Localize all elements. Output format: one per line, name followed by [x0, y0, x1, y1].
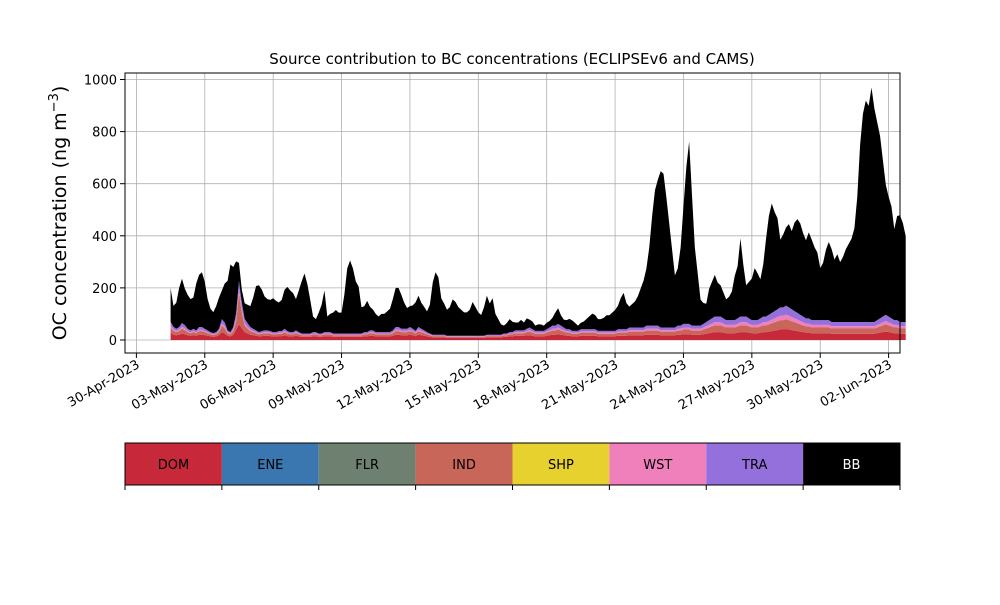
legend-swatch-ene: [221, 443, 319, 485]
legend-label-flr: FLR: [355, 458, 379, 473]
y-tick-label: 0: [109, 334, 117, 349]
x-tick-label: 09-May-2023: [266, 357, 348, 413]
legend-label-dom: DOM: [158, 458, 189, 473]
y-tick-label: 1000: [84, 74, 117, 89]
y-axis-label-main: OC concentration (ng m: [49, 112, 71, 340]
chart-title: Source contribution to BC concentrations…: [269, 50, 754, 68]
area-series-wst: [170, 288, 906, 337]
area-series-bb: [170, 87, 906, 336]
y-axis-label-superscript: −3: [47, 93, 62, 112]
legend-swatch-wst: [609, 443, 707, 485]
legend-swatch-flr: [318, 443, 416, 485]
legend-swatch-shp: [512, 443, 610, 485]
y-axis: 0 200 400 600 800 1000: [84, 74, 125, 349]
x-tick-label: 03-May-2023: [129, 357, 211, 413]
y-axis-label: OC concentration (ng m−3): [47, 86, 71, 341]
x-tick-label: 06-May-2023: [197, 357, 279, 413]
y-tick-label: 600: [92, 178, 117, 193]
x-tick-label: 15-May-2023: [403, 357, 485, 413]
y-axis-label-close: ): [49, 86, 71, 93]
x-tick-label: 12-May-2023: [334, 357, 416, 413]
stacked-areas: [170, 87, 906, 340]
legend-swatch-ind: [415, 443, 513, 485]
x-tick-label: 24-May-2023: [608, 357, 690, 413]
area-series-dom: [170, 324, 906, 340]
legend-label-tra: TRA: [741, 458, 767, 473]
area-series-tra: [170, 281, 906, 337]
plot-frame: [124, 72, 901, 354]
legend-label-ind: IND: [452, 458, 476, 473]
legend-label-wst: WST: [643, 458, 672, 473]
x-tick-label: 27-May-2023: [676, 357, 758, 413]
x-tick-label: 21-May-2023: [539, 357, 621, 413]
legend-colorbar: DOM ENE FLR IND SHP WST TRA BB: [124, 442, 901, 490]
x-tick-label: 18-May-2023: [471, 357, 553, 413]
y-tick-label: 400: [92, 230, 117, 245]
legend-swatch-bb: [803, 443, 900, 485]
y-tick-label: 200: [92, 282, 117, 297]
y-tick-label: 800: [92, 126, 117, 141]
legend-swatch-tra: [706, 443, 804, 485]
x-tick-label: 02-Jun-2023: [818, 357, 895, 410]
area-series-ind: [170, 293, 906, 338]
x-tick-label: 30-May-2023: [745, 357, 827, 413]
legend-swatch-dom: [125, 443, 222, 485]
legend-label-ene: ENE: [257, 458, 283, 473]
legend-label-bb: BB: [843, 458, 861, 473]
x-axis: 30-Apr-202303-May-202306-May-202309-May-…: [65, 353, 895, 413]
legend-label-shp: SHP: [548, 458, 574, 473]
